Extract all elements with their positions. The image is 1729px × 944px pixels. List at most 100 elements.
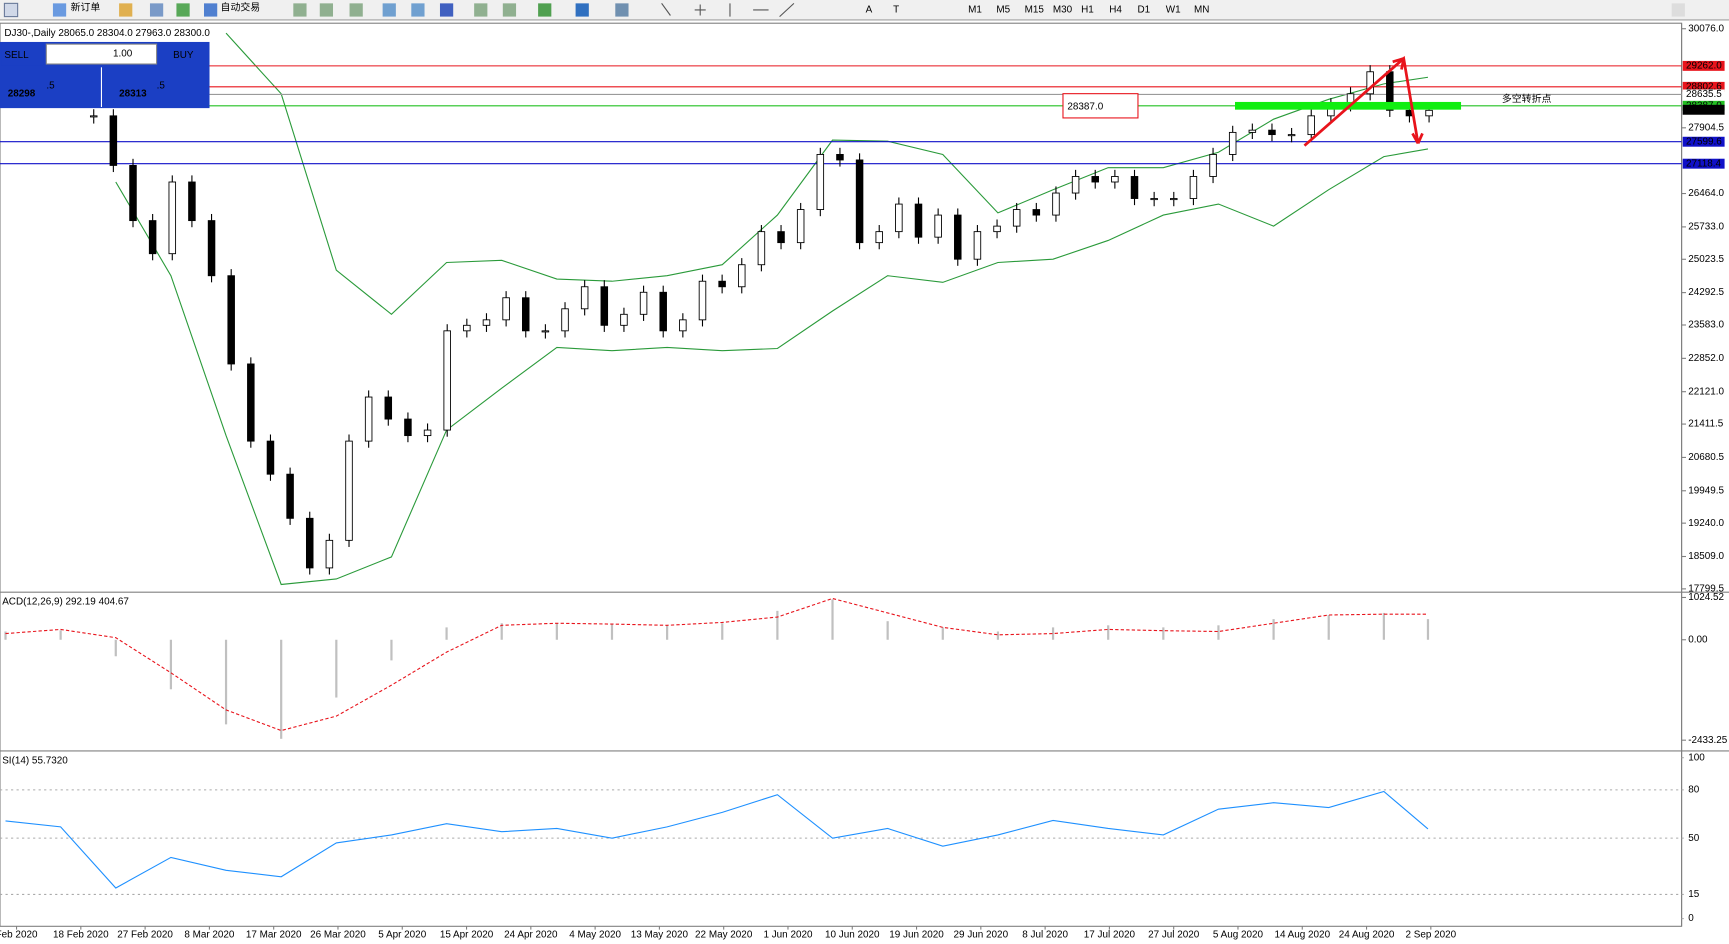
candle bbox=[1366, 71, 1374, 95]
macd-bar bbox=[1107, 625, 1110, 640]
buy-label[interactable]: BUY bbox=[173, 50, 194, 61]
svg-text:T: T bbox=[893, 5, 899, 16]
price-tag bbox=[1682, 89, 1725, 100]
candle bbox=[1228, 131, 1237, 155]
candle bbox=[1307, 115, 1315, 136]
price-box bbox=[1062, 93, 1139, 119]
lot-value: 1.00 bbox=[113, 49, 133, 60]
x-tick-label: 13 May 2020 bbox=[631, 930, 689, 941]
candle bbox=[1091, 176, 1099, 183]
new-order-icon[interactable] bbox=[52, 3, 67, 17]
x-tick-label: 24 Aug 2020 bbox=[1339, 930, 1395, 941]
y-tick-label: 23583.0 bbox=[1688, 320, 1724, 331]
y-tick-label: 30076.0 bbox=[1688, 23, 1724, 34]
macd-bar bbox=[1382, 612, 1385, 640]
y-tick-label: 18509.0 bbox=[1688, 551, 1724, 562]
toolbar-button[interactable]: 新订单 bbox=[71, 0, 101, 13]
chart-area bbox=[0, 22, 1683, 927]
candle bbox=[796, 209, 805, 244]
x-tick-label: 5 Aug 2020 bbox=[1213, 930, 1264, 941]
sell-button[interactable] bbox=[1, 43, 44, 66]
timeframe-button[interactable]: M15 bbox=[1025, 5, 1045, 16]
candle bbox=[954, 214, 962, 260]
timeframe-button[interactable]: M5 bbox=[996, 5, 1010, 16]
x-tick-label: 22 May 2020 bbox=[695, 930, 753, 941]
candle bbox=[1150, 198, 1158, 201]
toolbar bbox=[0, 0, 1729, 20]
candle bbox=[1071, 176, 1080, 194]
x-tick-label: Feb 2020 bbox=[0, 930, 38, 941]
timeframe-button[interactable]: W1 bbox=[1166, 5, 1181, 16]
candle bbox=[1032, 209, 1041, 216]
candle bbox=[384, 396, 393, 420]
timeframe-button[interactable]: MN bbox=[1194, 5, 1209, 16]
timeframe-button[interactable]: H4 bbox=[1109, 5, 1122, 16]
candle bbox=[1189, 176, 1198, 199]
macd-bar bbox=[1426, 619, 1430, 640]
macd-bar bbox=[610, 624, 614, 640]
sell-label: SELL bbox=[4, 50, 29, 61]
candle bbox=[345, 440, 353, 541]
macd-bar bbox=[1051, 627, 1055, 640]
candle bbox=[188, 181, 196, 222]
x-tick-label: 27 Jul 2020 bbox=[1148, 930, 1200, 941]
x-tick-label: 15 Apr 2020 bbox=[440, 930, 494, 941]
timeframe-button[interactable]: M1 bbox=[968, 5, 982, 16]
timeframe-button[interactable]: H1 bbox=[1081, 5, 1094, 16]
rsi-header: SI(14) 55.7320 bbox=[2, 756, 68, 767]
candle bbox=[620, 313, 628, 326]
candle bbox=[286, 473, 294, 519]
candle bbox=[305, 517, 314, 569]
price-tag-label: 27599.6 bbox=[1686, 136, 1722, 147]
x-tick-label: 27 Feb 2020 bbox=[117, 930, 173, 941]
candle bbox=[1287, 134, 1296, 137]
candle bbox=[738, 264, 746, 288]
macd-bar bbox=[390, 639, 393, 661]
toolbar-button[interactable]: 自动交易 bbox=[221, 0, 261, 13]
timeframe-button[interactable]: D1 bbox=[1138, 5, 1151, 16]
ask-price: 28313 bbox=[119, 88, 147, 99]
x-tick-label: 14 Aug 2020 bbox=[1274, 930, 1330, 941]
y-tick-label: 27904.5 bbox=[1688, 122, 1724, 133]
candle bbox=[1248, 129, 1257, 133]
candle bbox=[1012, 209, 1021, 227]
candle bbox=[777, 231, 785, 244]
candle bbox=[718, 280, 726, 288]
price-tag bbox=[1682, 81, 1725, 92]
candle bbox=[1052, 192, 1060, 216]
autotrade-icon[interactable] bbox=[203, 3, 218, 17]
price-tag-label: 28635.5 bbox=[1686, 89, 1722, 100]
macd-bar bbox=[4, 631, 7, 640]
y-tick-label: 20680.5 bbox=[1688, 452, 1724, 463]
candle bbox=[895, 203, 903, 233]
y-tick-label: 80 bbox=[1688, 784, 1700, 795]
candle bbox=[836, 153, 844, 161]
candle bbox=[129, 164, 137, 222]
candle bbox=[580, 286, 589, 310]
y-tick-label: 24292.5 bbox=[1688, 287, 1724, 298]
lot-box[interactable] bbox=[45, 43, 158, 65]
bollinger-lower bbox=[115, 148, 1429, 586]
macd-header: ACD(12,26,9) 292.19 404.67 bbox=[2, 597, 129, 608]
candle bbox=[364, 396, 373, 442]
timeframe-button[interactable]: M30 bbox=[1053, 5, 1073, 16]
macd-bar bbox=[224, 639, 228, 725]
candle bbox=[541, 330, 550, 333]
macd-bar bbox=[941, 627, 944, 640]
candle bbox=[679, 319, 687, 332]
candle bbox=[973, 231, 982, 260]
svg-text:A: A bbox=[866, 5, 873, 16]
price-tag bbox=[1682, 158, 1725, 169]
price-tag-label: 28300.0 bbox=[1686, 104, 1722, 115]
candle bbox=[266, 440, 275, 475]
x-tick-label: 18 Feb 2020 bbox=[53, 930, 109, 941]
macd-bar bbox=[445, 627, 448, 640]
x-tick-label: 26 Mar 2020 bbox=[310, 930, 366, 941]
x-tick-label: 5 Apr 2020 bbox=[378, 930, 426, 941]
candle bbox=[561, 308, 569, 332]
x-tick-label: 1 Jun 2020 bbox=[763, 930, 813, 941]
bid-frac: .5 bbox=[46, 81, 55, 92]
price-tag-label: 29262.0 bbox=[1686, 61, 1722, 72]
candle bbox=[404, 418, 412, 437]
